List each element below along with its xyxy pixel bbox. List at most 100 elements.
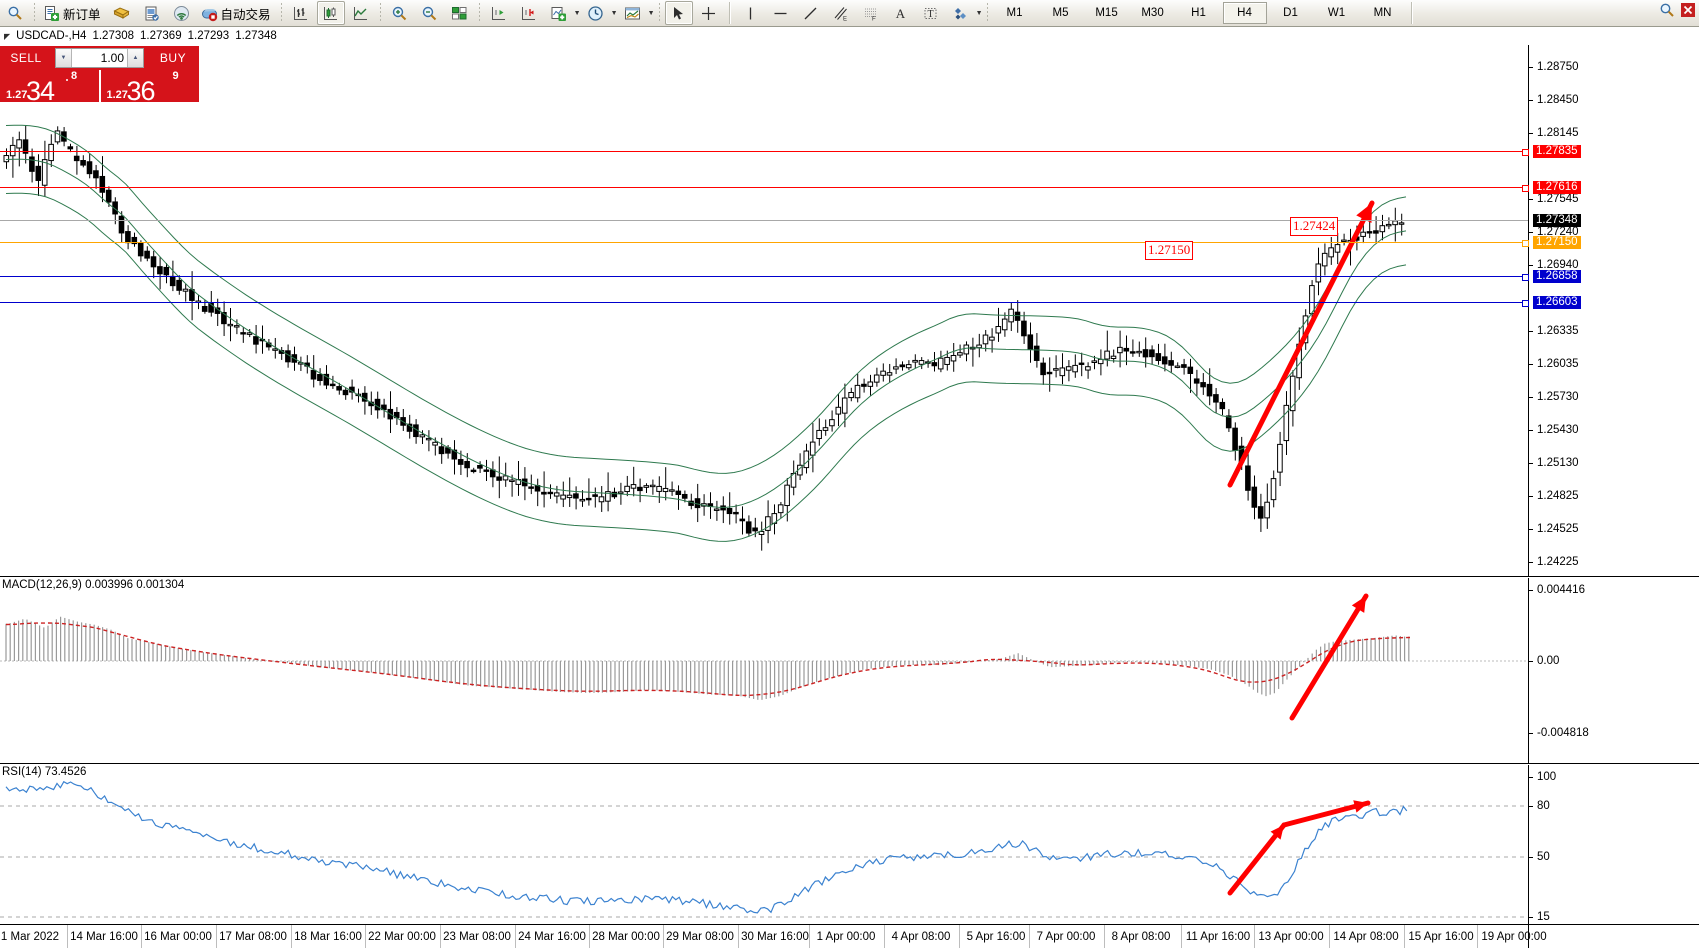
entry-line-handle[interactable] [1522, 240, 1529, 247]
timeframe-w1-button[interactable]: W1 [1327, 7, 1346, 19]
market-watch-button[interactable] [1, 1, 29, 25]
last-price-line-tag[interactable]: 1.27348 [1533, 214, 1581, 227]
ohlc-high: 1.27369 [140, 30, 182, 42]
price-axis-tick [1529, 562, 1533, 563]
text-tool[interactable]: A [887, 1, 915, 25]
timeframe-m30-button[interactable]: M30 [1141, 7, 1164, 19]
tile-windows-button[interactable] [446, 1, 474, 25]
chart-shift-button[interactable] [515, 1, 543, 25]
toolbar-divider-6 [728, 2, 731, 24]
support-line-2-tag[interactable]: 1.26603 [1533, 296, 1581, 309]
close-icon[interactable] [1680, 2, 1696, 18]
autotrading-button[interactable]: 自动交易 [198, 1, 276, 25]
macd-axis-separator [1528, 578, 1529, 763]
entry-line[interactable] [0, 242, 1528, 243]
price-axis-tick [1529, 232, 1533, 233]
templates-button[interactable] [619, 1, 647, 25]
rsi-plot-area[interactable] [0, 765, 1699, 924]
resistance-line-1-handle[interactable] [1522, 149, 1529, 156]
macd-axis-tick [1529, 590, 1533, 591]
price-axis-tick [1529, 397, 1533, 398]
shapes-dropdown-arrow[interactable]: ▼ [975, 9, 983, 17]
price-annotation-entry[interactable]: 1.27150 [1145, 241, 1194, 260]
time-axis-divider [67, 925, 68, 948]
macd-plot-area[interactable] [0, 578, 1699, 763]
period-button[interactable] [582, 1, 610, 25]
timeframe-m5-button[interactable]: M5 [1052, 7, 1069, 19]
timeframe-h1-button[interactable]: H1 [1191, 7, 1206, 19]
time-axis[interactable]: 1 Mar 2022 14 Mar 16:00 16 Mar 00:00 17 Mar… [0, 924, 1699, 948]
macd-pane[interactable]: MACD(12,26,9) 0.003996 0.001304 0.004416… [0, 578, 1699, 764]
search-icon[interactable] [1659, 2, 1675, 18]
resistance-line-2-tag[interactable]: 1.27616 [1533, 181, 1581, 194]
signals-button[interactable] [168, 1, 196, 25]
crosshair-tool[interactable] [695, 1, 723, 25]
metaeditor-button[interactable] [138, 1, 166, 25]
toolbar-right-icons [1659, 2, 1675, 18]
volume-stepper[interactable]: ▼ 1.00 ▲ [55, 48, 144, 68]
bar-chart-button[interactable] [287, 1, 315, 25]
shapes-tool[interactable] [947, 1, 975, 25]
price-pane[interactable]: 1.28750 1.28450 1.28145 1.27545 1.27240 1.269… [0, 45, 1699, 601]
buy-button[interactable]: BUY [147, 46, 199, 70]
horizontal-line-tool[interactable] [767, 1, 795, 25]
volume-decrease-button[interactable]: ▼ [56, 49, 72, 67]
timeframe-m1-button[interactable]: M1 [1006, 7, 1023, 19]
zoom-out-button[interactable] [416, 1, 444, 25]
equidistant-channel-tool[interactable]: E [827, 1, 855, 25]
indicators-dropdown-arrow[interactable]: ▼ [573, 9, 581, 17]
resistance-line-1-tag[interactable]: 1.27835 [1533, 145, 1581, 158]
entry-line-tag[interactable]: 1.27150 [1533, 236, 1581, 249]
resistance-line-1[interactable] [0, 151, 1528, 152]
indicators-button[interactable] [545, 1, 573, 25]
rsi-axis-tick [1529, 857, 1533, 858]
cursor-tool[interactable] [664, 1, 693, 25]
support-line-2[interactable] [0, 302, 1528, 303]
rsi-axis-tick [1529, 806, 1533, 807]
support-line-1-handle[interactable] [1522, 274, 1529, 281]
auto-scroll-button[interactable] [485, 1, 513, 25]
price-axis-tick [1529, 331, 1533, 332]
chart-shift-icon [522, 6, 536, 20]
price-plot-area[interactable] [0, 45, 1699, 576]
buy-price-point: 9 [172, 70, 179, 82]
templates-dropdown-arrow[interactable]: ▼ [647, 9, 655, 17]
bollinger-band-2 [5, 192, 1407, 542]
trendline-tool[interactable] [797, 1, 825, 25]
sell-button[interactable]: SELL [0, 46, 52, 70]
expert-advisor-button[interactable] [108, 1, 136, 25]
folder-yellow-icon [113, 6, 130, 19]
resistance-line-2-handle[interactable] [1522, 185, 1529, 192]
timeframe-d1-button[interactable]: D1 [1283, 7, 1298, 19]
timeframe-m15-button[interactable]: M15 [1095, 7, 1118, 19]
new-order-button[interactable]: 新订单 [40, 1, 106, 25]
timeframe-mn-button[interactable]: MN [1373, 7, 1392, 19]
support-line-1[interactable] [0, 276, 1528, 277]
text-label-tool[interactable]: T [917, 1, 945, 25]
vertical-line-tool[interactable] [737, 1, 765, 25]
rsi-title: RSI(14) 73.4526 [2, 766, 87, 778]
timeframe-h4-button[interactable]: H4 [1222, 2, 1267, 24]
one-click-trading-panel[interactable]: SELL ▼ 1.00 ▲ BUY 1.27 34 8 1.27 36 9 [0, 46, 199, 102]
rsi-pane[interactable]: RSI(14) 73.4526 100 80 50 15 [0, 765, 1699, 924]
buy-price-quote[interactable]: 1.27 36 9 [100, 70, 199, 102]
price-axis-tick [1529, 364, 1533, 365]
support-line-1-tag[interactable]: 1.26858 [1533, 270, 1581, 283]
volume-value[interactable]: 1.00 [100, 51, 124, 65]
last-price-line[interactable] [0, 220, 1528, 221]
zoom-in-button[interactable] [386, 1, 414, 25]
price-axis-label: 1.25430 [1537, 424, 1579, 436]
sell-price-quote[interactable]: 1.27 34 8 [0, 70, 99, 102]
line-chart-button[interactable] [347, 1, 375, 25]
rsi-axis-label: 80 [1537, 800, 1550, 812]
sell-price-prefix: 1.27 [6, 89, 28, 101]
chart-container[interactable]: 1.28750 1.28450 1.28145 1.27545 1.27240 1.269… [0, 45, 1699, 924]
support-line-2-handle[interactable] [1522, 300, 1529, 307]
macd-axis-tick [1529, 661, 1533, 662]
volume-increase-button[interactable]: ▲ [127, 49, 143, 67]
price-annotation-high[interactable]: 1.27424 [1290, 217, 1339, 236]
period-dropdown-arrow[interactable]: ▼ [610, 9, 618, 17]
resistance-line-2[interactable] [0, 187, 1528, 188]
candlestick-chart-button[interactable] [316, 1, 345, 25]
fibonacci-tool[interactable]: F [857, 1, 885, 25]
